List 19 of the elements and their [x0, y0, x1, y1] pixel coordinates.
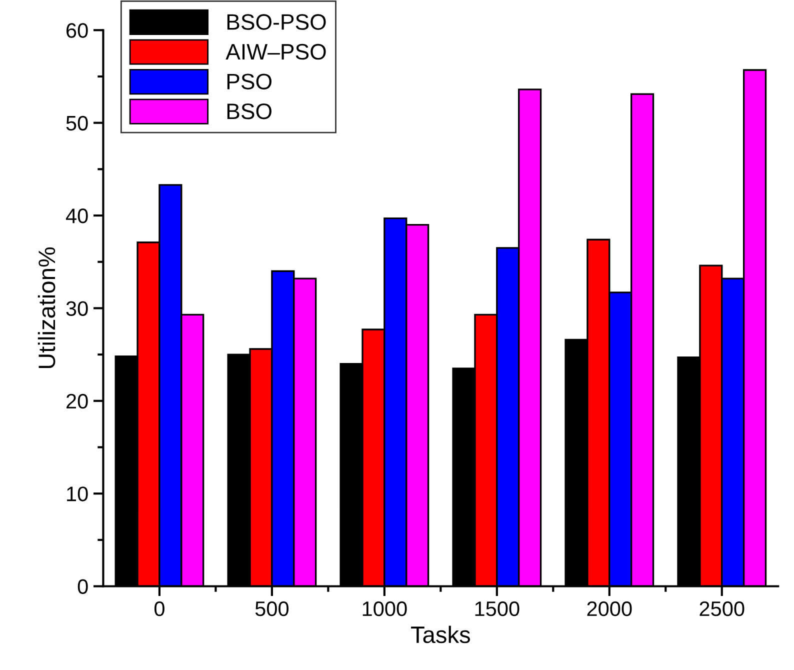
y-tick-label: 20 [66, 394, 88, 409]
y-tick-label: 10 [67, 486, 88, 502]
legend-label: BSO-PSO [227, 14, 326, 30]
x-tick-label: 1500 [475, 601, 520, 616]
y-axis-title: Utilization% [38, 247, 56, 368]
legend-label: AIW–PSO [226, 44, 326, 60]
y-tick-label: 30 [66, 301, 88, 316]
x-tick-label: 2500 [700, 601, 744, 616]
x-tick-label: 500 [255, 601, 289, 616]
x-axis-title: Tasks [411, 626, 470, 644]
legend-label: BSO [227, 103, 272, 120]
y-tick-label: 60 [66, 23, 88, 38]
y-tick-label: 40 [66, 208, 88, 224]
x-tick-label: 1000 [362, 601, 407, 616]
x-tick-label: 2000 [587, 601, 632, 616]
x-tick-label: 0 [154, 601, 164, 616]
legend-label: PSO [227, 74, 272, 90]
y-tick-label: 50 [66, 116, 88, 131]
y-tick-label: 0 [78, 579, 88, 594]
